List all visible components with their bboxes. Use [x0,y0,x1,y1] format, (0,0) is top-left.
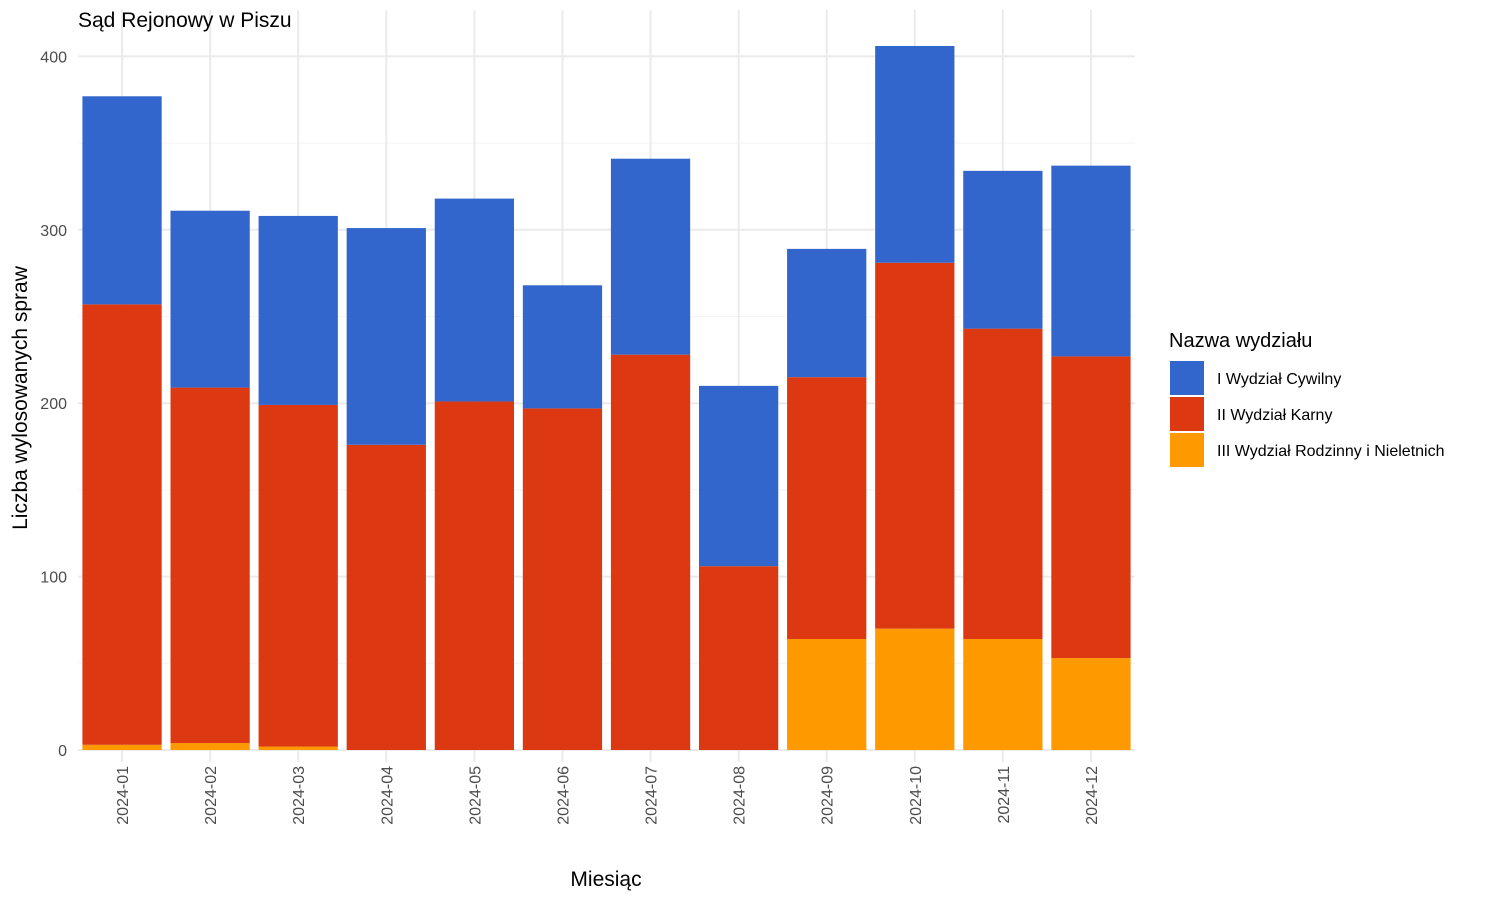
bar-segment [875,45,955,263]
bar-segment [610,158,691,355]
legend-label: II Wydział Karny [1217,407,1332,424]
legend-label: III Wydział Rodzinny i Nieletnich [1217,443,1445,460]
chart-title: Sąd Rejonowy w Piszu [78,9,292,32]
bar-segment [82,744,162,750]
x-tick-label: 2024-03 [291,766,308,825]
bar-segment [258,746,338,750]
bar-segment [434,401,515,750]
bar-segment [1051,658,1131,750]
x-tick-label: 2024-08 [732,766,749,825]
bar-segment [787,248,867,378]
bar-segment [698,385,779,567]
legend-label: I Wydział Cywilny [1217,371,1341,388]
x-tick-label: 2024-02 [203,766,220,825]
bar-segment [522,408,603,750]
bar-segment [258,215,338,405]
bar-segment [170,743,250,750]
bar-segment [698,566,779,750]
x-tick-label: 2024-04 [379,766,396,825]
legend-swatch [1170,433,1204,467]
x-tick-label: 2024-09 [820,766,837,825]
bar-segment [434,198,515,402]
bar-segment [610,354,691,750]
y-tick-label: 100 [40,570,67,587]
bars [82,45,1131,750]
bar-segment [875,262,955,629]
bar-segment [875,628,955,750]
bar-segment [170,210,250,388]
x-tick-label: 2024-12 [1084,766,1101,825]
x-tick-label: 2024-11 [996,766,1013,824]
x-tick-label: 2024-05 [467,766,484,825]
bar-segment [170,387,250,744]
bar-segment [346,444,426,750]
bar-segment [82,96,162,305]
bar-segment [963,328,1043,640]
legend-swatch [1170,397,1204,431]
bar-segment [1051,356,1131,659]
legend-swatch [1170,361,1204,395]
bar-segment [963,639,1043,750]
legend-title: Nazwa wydziału [1169,330,1312,352]
bar-segment [787,377,867,640]
y-tick-label: 300 [40,223,67,240]
bar-segment [346,228,426,445]
x-tick-label: 2024-10 [908,766,925,825]
x-axis-ticks: 2024-01 2024-02 2024-03 2024-04 2024-05 2024-… [115,766,1101,825]
bar-segment [787,639,867,750]
bar-segment [963,170,1043,329]
bar-segment [82,304,162,745]
legend: Nazwa wydziału I Wydział Cywilny II Wydzi… [1169,330,1445,467]
y-axis-ticks: 0 100 200 300 400 [40,49,67,760]
x-tick-label: 2024-07 [644,766,661,825]
bar-segment [1051,165,1131,357]
x-tick-label: 2024-06 [555,766,572,825]
bar-segment [258,404,338,747]
bar-segment [522,285,603,409]
x-axis-title: Miesiąc [570,868,641,891]
y-axis-title: Liczba wylosowanych spraw [9,265,32,530]
y-tick-label: 400 [40,49,67,66]
y-tick-label: 0 [58,743,67,760]
x-tick-label: 2024-01 [115,766,132,825]
y-tick-label: 200 [40,396,67,413]
